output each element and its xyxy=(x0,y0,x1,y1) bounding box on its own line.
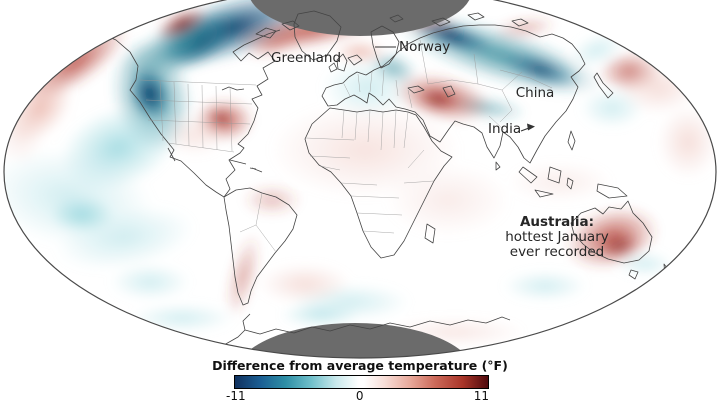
colorbar-ticks: -11 0 11 xyxy=(226,389,489,403)
label-australia-line2: hottest January xyxy=(505,229,609,245)
colorbar-tick-min: -11 xyxy=(226,389,246,403)
label-india: India xyxy=(488,121,521,137)
label-australia-line3: ever recorded xyxy=(510,244,604,260)
label-china: China xyxy=(516,85,555,101)
label-greenland: Greenland xyxy=(271,50,341,66)
colorbar-tick-mid: 0 xyxy=(355,389,364,403)
label-norway: Norway xyxy=(399,39,450,55)
polar-cap-south xyxy=(235,323,475,358)
india-arrow xyxy=(520,123,535,132)
colorbar-tick-max: 11 xyxy=(473,389,489,403)
colorbar xyxy=(234,375,489,389)
country-borders xyxy=(139,39,553,253)
anomaly-blobs xyxy=(4,0,716,346)
label-australia-line1: Australia: xyxy=(520,214,594,230)
map-border xyxy=(3,0,717,359)
legend-title: Difference from average temperature (°F) xyxy=(212,358,508,373)
